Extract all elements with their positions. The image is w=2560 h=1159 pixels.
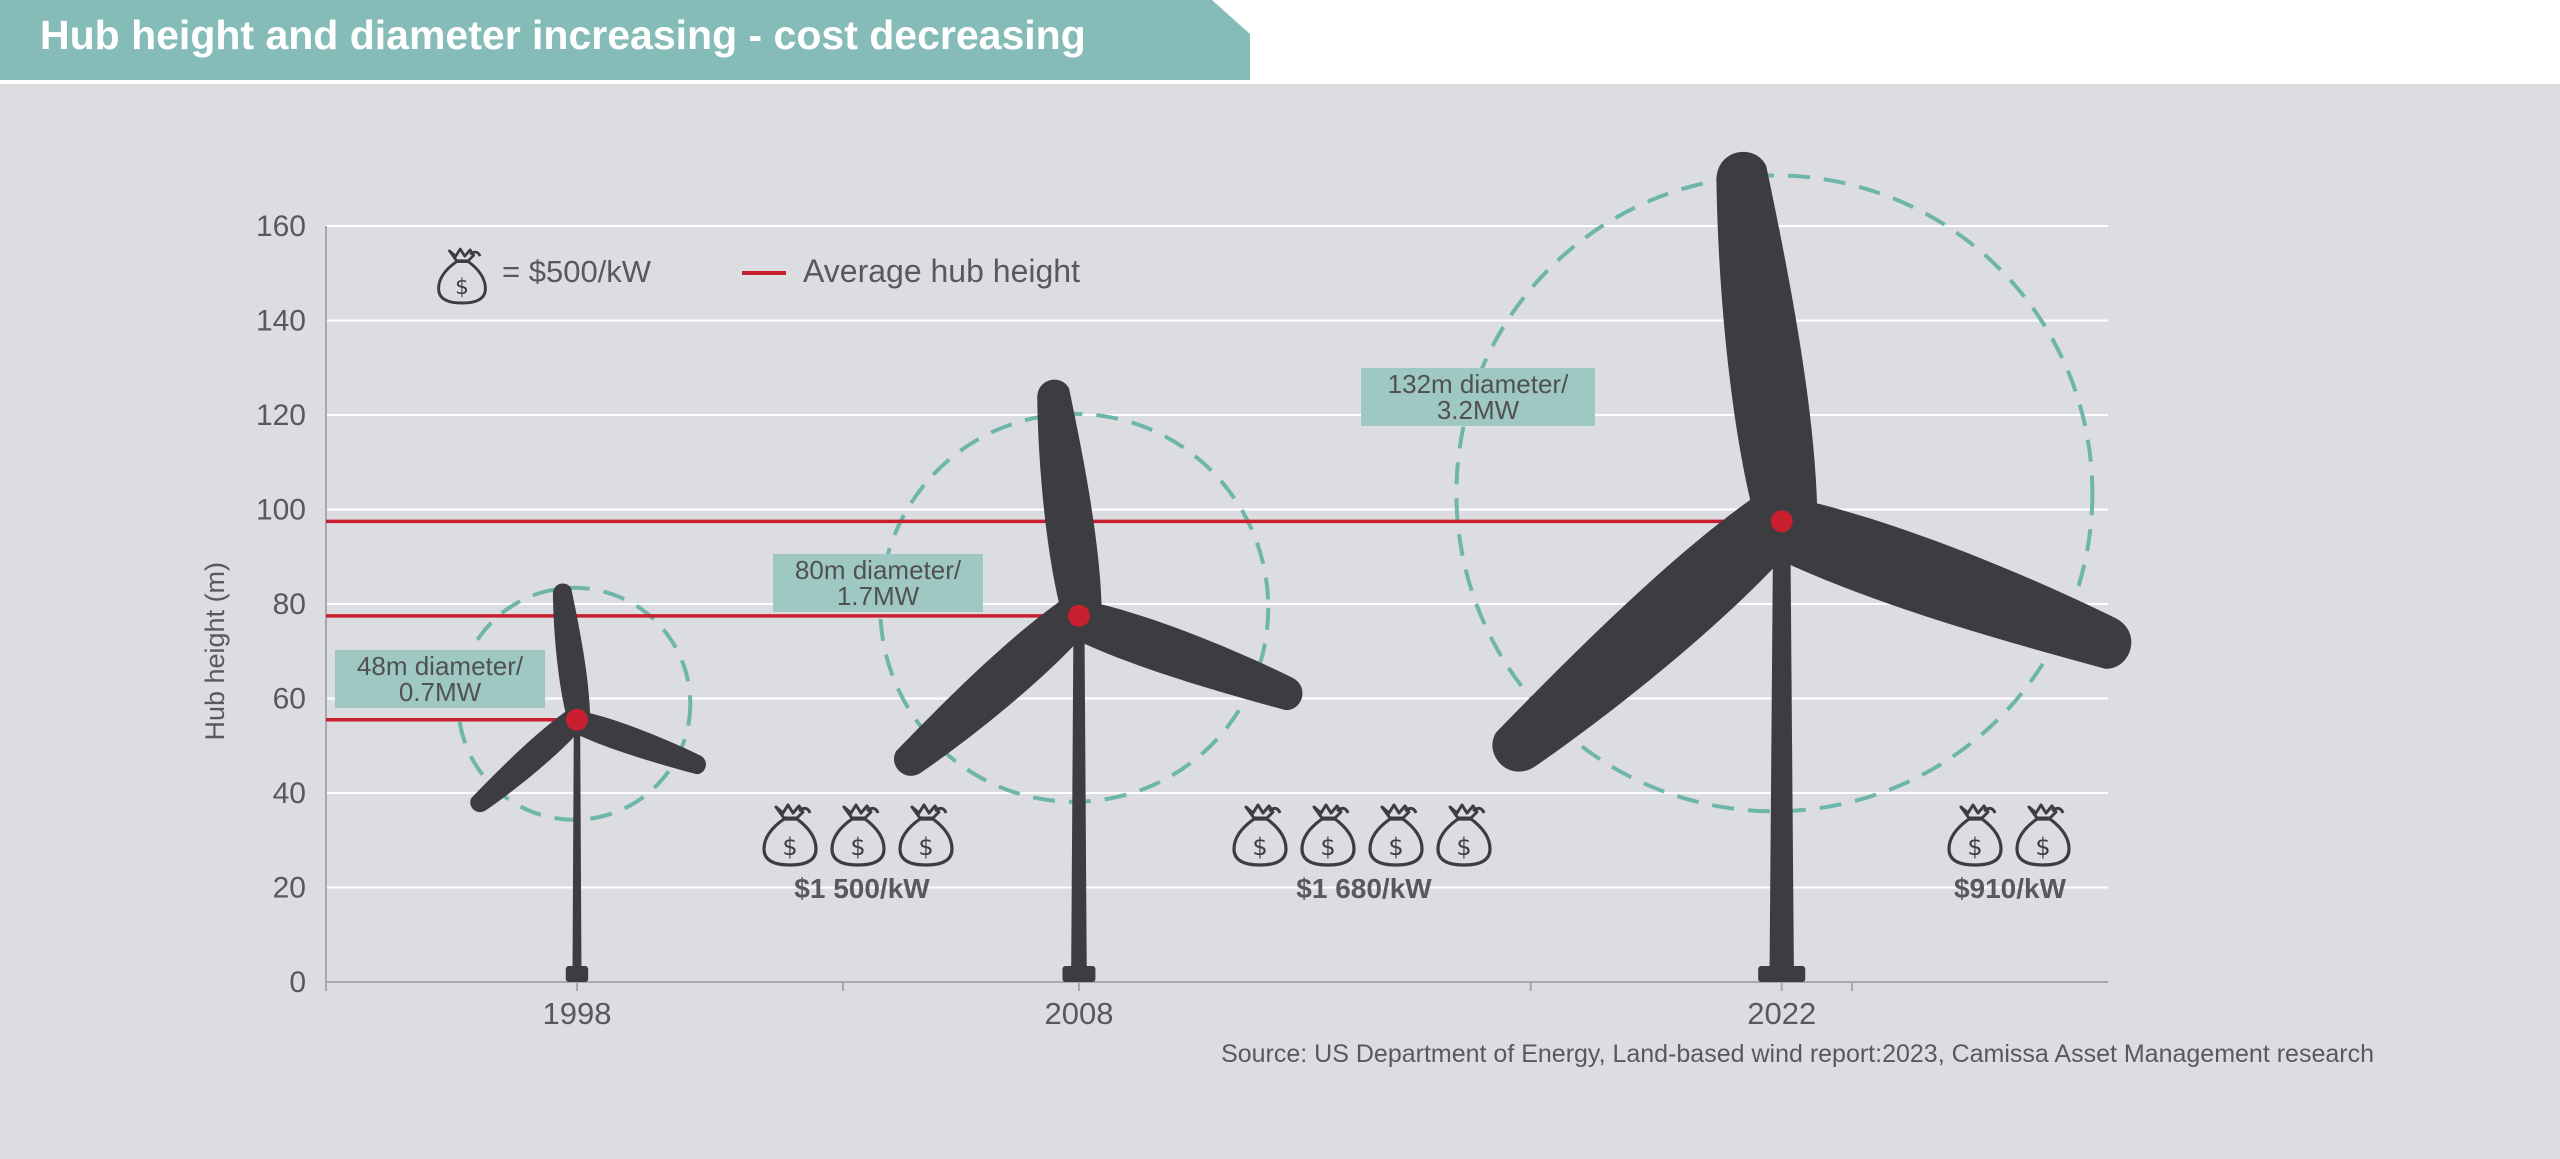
rotor-circle	[1454, 173, 2095, 814]
y-tick-label: 0	[289, 966, 306, 999]
turbine-tower	[1769, 521, 1794, 974]
turbine-blade	[1037, 379, 1102, 611]
diameter-label: 48m diameter/	[357, 651, 524, 681]
y-tick-label: 60	[273, 683, 306, 716]
y-tick-label: 80	[273, 588, 306, 621]
axes: 0 20 40 60 80 100 120 140 160 1998 2008 2022 Hub hei…	[200, 210, 2108, 1031]
cost-indicators: $1 500/kW $1 680/kW $910/kW	[762, 803, 2071, 904]
x-tick-label: 2008	[1044, 996, 1113, 1031]
y-tick-label: 100	[256, 494, 306, 527]
y-tick-label: 40	[273, 777, 306, 810]
turbine-label-box	[335, 650, 545, 708]
turbine-blade	[1774, 499, 2132, 669]
source-note: Source: US Department of Energy, Land-ba…	[1221, 1040, 2374, 1068]
money-bag-icon	[2015, 803, 2071, 867]
y-axis-label: Hub height (m)	[200, 562, 230, 741]
money-bag-icon	[437, 247, 487, 305]
money-bag-icon	[1232, 803, 1288, 867]
hub-height-marker	[1067, 604, 1090, 627]
cost-label: $1 680/kW	[1296, 873, 1432, 904]
page-title: Hub height and diameter increasing - cos…	[40, 12, 1086, 58]
cost-label: $910/kW	[1954, 873, 2067, 904]
money-bag-icon	[830, 803, 886, 867]
turbine-labels: 48m diameter/0.7MW 80m diameter/1.7MW 132m…	[335, 368, 1595, 708]
turbine-blade	[574, 711, 706, 775]
turbine-blade	[470, 710, 581, 813]
turbine-label-box	[1361, 368, 1595, 426]
diameter-label: 80m diameter/	[795, 555, 962, 585]
hub-height-marker	[565, 708, 588, 731]
money-bag-icon	[762, 803, 818, 867]
y-tick-label: 140	[256, 305, 306, 338]
capacity-label: 0.7MW	[399, 677, 482, 707]
turbine-blade	[1492, 497, 1791, 772]
money-bag-icon	[1436, 803, 1492, 867]
x-tick-label: 1998	[543, 996, 612, 1031]
y-tick-label: 120	[256, 399, 306, 432]
legend-money-label: = $500/kW	[502, 254, 652, 289]
turbine-label-box	[773, 554, 983, 612]
capacity-label: 3.2MW	[1437, 395, 1520, 425]
turbine-base	[1062, 966, 1096, 982]
money-bag-icon	[1368, 803, 1424, 867]
turbine-tower	[572, 719, 582, 974]
capacity-label: 1.7MW	[837, 581, 920, 611]
legend: = $500/kW Average hub height	[437, 247, 1080, 305]
y-tick-label: 160	[256, 210, 306, 243]
money-bag-icon	[1947, 803, 2003, 867]
y-tick-label: 20	[273, 872, 306, 905]
money-bag-icon	[1300, 803, 1356, 867]
cost-label: $1 500/kW	[794, 873, 930, 904]
turbine-base	[565, 966, 589, 982]
title-banner: Hub height and diameter increasing - cos…	[0, 0, 1250, 80]
rotor-circles	[456, 173, 2095, 822]
turbine-blade	[1716, 151, 1818, 513]
turbines	[470, 151, 2132, 982]
turbine-blade	[1074, 602, 1303, 711]
legend-hub-label: Average hub height	[803, 253, 1080, 289]
turbine-blade	[552, 583, 591, 717]
x-tick-label: 2022	[1747, 996, 1816, 1031]
money-bag-icon	[898, 803, 954, 867]
hub-height-marker	[1770, 510, 1793, 533]
turbine-blade	[894, 600, 1085, 776]
turbine-tower	[1071, 615, 1087, 974]
diameter-label: 132m diameter/	[1388, 369, 1569, 399]
turbine-base	[1758, 966, 1806, 982]
